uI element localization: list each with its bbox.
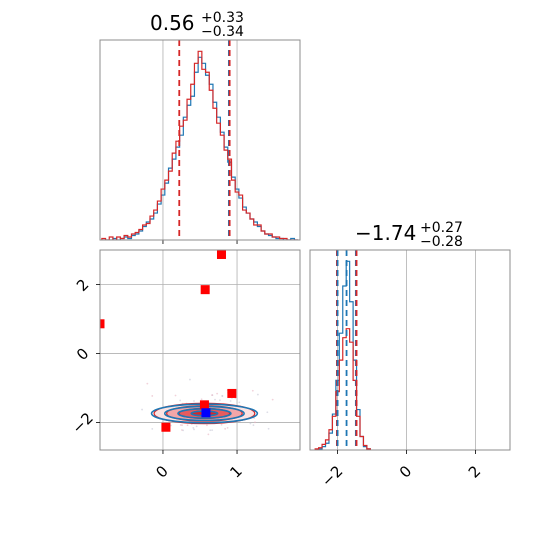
sample-point <box>209 429 212 432</box>
title-minus: −0.28 <box>420 234 463 250</box>
marginal-panel-param-2: −2 0 2 −1.74 +0.27 −0.28 <box>309 220 511 490</box>
title-plus: +0.33 <box>201 10 244 26</box>
sample-point <box>256 393 259 396</box>
plot-area <box>100 250 274 436</box>
sample-point <box>252 424 255 427</box>
sample-point <box>195 425 198 428</box>
histogram-step <box>101 50 299 240</box>
sample-point <box>238 401 241 404</box>
sample-point <box>229 400 232 402</box>
title-plus: +0.27 <box>420 220 463 236</box>
sample-point <box>200 398 203 401</box>
sample-point <box>193 400 195 402</box>
sample-point <box>251 389 254 392</box>
x-tick-label: 0 <box>396 462 415 481</box>
title-median: −1.74 <box>355 221 416 245</box>
plot-area <box>101 40 299 240</box>
marker-red <box>199 400 209 410</box>
sample-point <box>271 398 274 401</box>
sample-point <box>249 422 252 425</box>
sample-point <box>186 424 189 427</box>
title-median: 0.56 <box>150 11 195 35</box>
sample-point <box>181 424 183 427</box>
sample-point <box>141 408 143 411</box>
x-tick-labels: −2 0 2 <box>318 450 484 490</box>
panel-background <box>310 250 510 450</box>
sample-point <box>211 394 214 396</box>
panel-frame <box>309 249 511 451</box>
sample-point <box>226 427 229 429</box>
sample-point <box>267 427 270 430</box>
x-tick-label: 2 <box>465 462 484 481</box>
x-tick-label: 0 <box>152 462 171 481</box>
y-tick-labels: −2 0 2 <box>69 275 100 437</box>
sample-point <box>193 428 195 431</box>
sample-point <box>221 394 224 397</box>
marker-red <box>216 250 226 259</box>
sample-point <box>211 429 214 432</box>
marker-red <box>100 319 105 329</box>
x-tick-label: 1 <box>226 462 245 481</box>
sample-point <box>189 378 191 381</box>
sample-point <box>219 399 221 402</box>
sample-point <box>214 398 216 401</box>
sample-point <box>266 411 269 414</box>
sample-point <box>179 424 182 426</box>
sample-point <box>179 399 182 402</box>
plot-area <box>314 250 371 450</box>
sample-point <box>182 429 185 432</box>
marker-blue <box>201 408 211 418</box>
sample-point <box>224 427 227 430</box>
sample-point <box>220 423 223 426</box>
panel-background <box>100 40 300 240</box>
title-minus: −0.34 <box>201 24 244 40</box>
x-tick-label: −2 <box>318 462 346 490</box>
marker-red <box>200 285 210 295</box>
y-tick-label: 0 <box>73 344 92 363</box>
marker-red <box>161 422 171 432</box>
y-tick-label: −2 <box>69 409 97 437</box>
sample-point <box>192 426 195 429</box>
grid <box>162 40 238 244</box>
sample-point <box>207 433 210 436</box>
sample-point <box>206 424 208 427</box>
panel-frame <box>99 39 301 241</box>
sample-point <box>151 395 154 397</box>
sample-point <box>174 394 177 397</box>
sample-point <box>151 427 154 430</box>
panel-frame <box>99 249 301 451</box>
marginal-panel-param-1: 0.56 +0.33 −0.34 <box>99 10 301 244</box>
histogram-step <box>314 328 371 450</box>
sample-point <box>146 382 149 385</box>
marker-red <box>227 388 237 398</box>
y-tick-label: 2 <box>73 275 92 294</box>
sample-point <box>216 392 219 395</box>
sample-point <box>254 421 256 424</box>
